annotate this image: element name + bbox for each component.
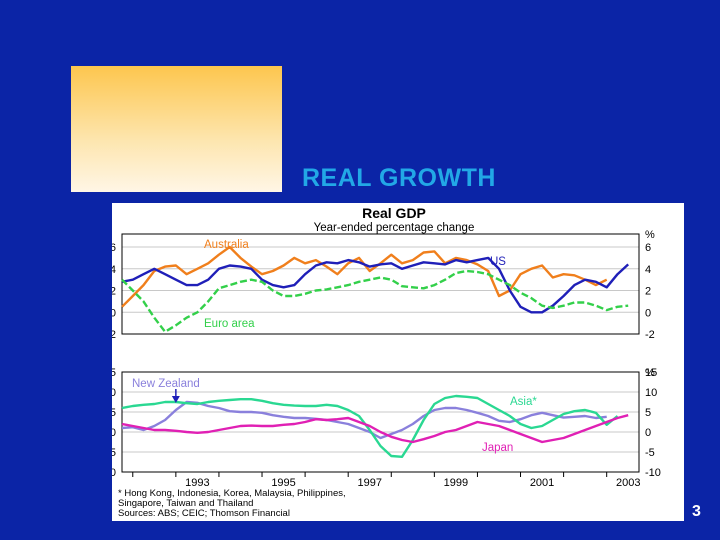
series-label-asia: Asia* (510, 396, 537, 408)
y-tick-left-1-1: 10 (112, 387, 116, 399)
y-tick-right-0-2: 2 (645, 286, 651, 298)
y-tick-left-0-1: 4 (112, 264, 116, 276)
x-tick-label-1: 1995 (271, 477, 295, 489)
series-line-us (121, 256, 630, 314)
y-tick-left-0-0: 6 (112, 242, 116, 254)
footnote-line-1: * Hong Kong, Indonesia, Korea, Malaysia,… (118, 488, 346, 499)
x-tick-label-5: 2003 (616, 477, 640, 489)
series-label-new_zealand: New Zealand (132, 378, 200, 390)
footnote-line-2: Singapore, Taiwan and Thailand (118, 498, 253, 509)
y-tick-left-1-0: 15 (112, 367, 116, 379)
footnote-line-3: Sources: ABS; CEIC; Thomson Financial (118, 508, 290, 519)
x-tick-label-2: 1997 (357, 477, 381, 489)
y-tick-right-0-3: 0 (645, 307, 651, 319)
x-tick-label-3: 1999 (444, 477, 468, 489)
new-zealand-arrowhead (171, 396, 180, 403)
slide-title: REAL GROWTH (302, 164, 496, 192)
y-tick-right-1-5: -10 (645, 467, 661, 479)
chart-title: Real GDP (362, 205, 426, 221)
series-label-euro: Euro area (204, 318, 255, 330)
y-tick-right-1-4: -5 (645, 447, 655, 459)
series-line-new_zealand (121, 400, 607, 440)
chart-panel: Real GDP Year-ended percentage change 6 6… (112, 203, 684, 521)
plot-frame-1 (121, 371, 640, 473)
y-tick-left-0-2: 2 (112, 286, 116, 298)
series-line-australia (121, 245, 608, 308)
y-tick-right-0-0: 6 (645, 242, 651, 254)
y-tick-left-1-2: 5 (112, 407, 116, 419)
y-tick-left-0-3: 0 (112, 307, 116, 319)
y-tick-left-0-4: -2 (112, 329, 116, 341)
y-tick-right-1-0: 15 (645, 367, 657, 379)
y-tick-left-1-3: 0 (112, 427, 116, 439)
unit-label-right-1: % (645, 367, 655, 379)
unit-label-right-0: % (645, 229, 655, 241)
y-tick-left-1-5: -10 (112, 467, 116, 479)
series-label-us: US (490, 256, 506, 268)
x-tick-label-4: 2001 (530, 477, 554, 489)
series-label-australia: Australia (204, 239, 249, 251)
series-label-japan: Japan (482, 442, 513, 454)
y-tick-right-0-4: -2 (645, 329, 655, 341)
plot-frame-0 (121, 233, 640, 335)
real-gdp-chart: Real GDP Year-ended percentage change 6 6… (112, 205, 661, 519)
y-tick-left-1-4: -5 (112, 447, 116, 459)
y-tick-right-1-3: 0 (645, 427, 651, 439)
chart-subtitle: Year-ended percentage change (314, 222, 475, 234)
series-line-euro (121, 269, 629, 333)
y-tick-right-1-1: 10 (645, 387, 657, 399)
series-line-asia (121, 394, 619, 458)
series-line-japan (121, 414, 629, 444)
slide-number: 3 (692, 503, 701, 520)
y-tick-right-1-2: 5 (645, 407, 651, 419)
y-tick-right-0-1: 4 (645, 264, 651, 276)
x-tick-label-0: 1993 (185, 477, 209, 489)
decorative-gradient-box (71, 66, 282, 192)
